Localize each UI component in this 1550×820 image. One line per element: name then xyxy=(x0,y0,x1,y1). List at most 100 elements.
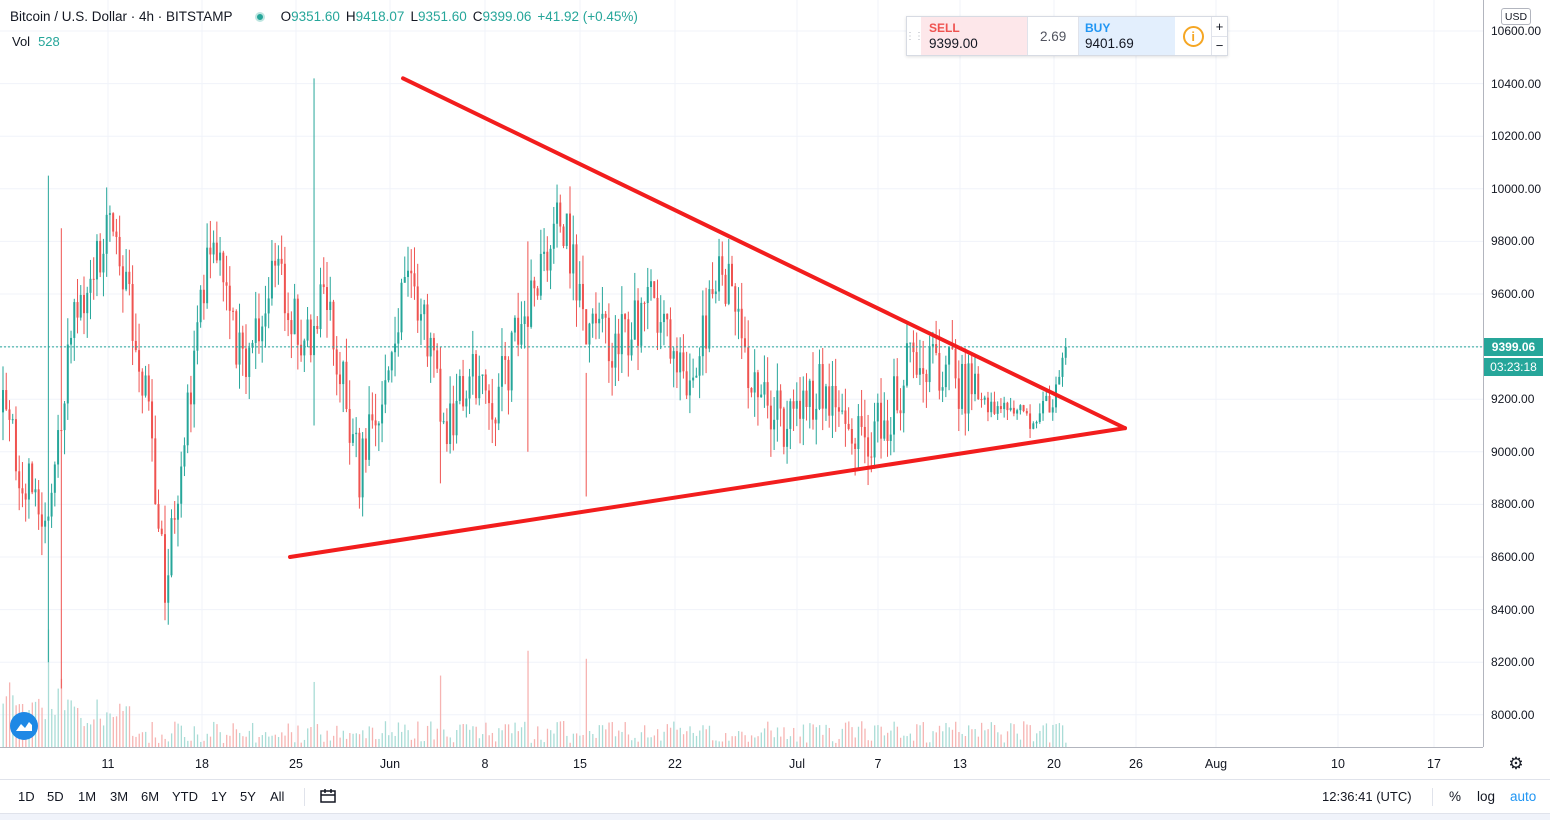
candle xyxy=(805,373,808,421)
candle xyxy=(1022,404,1025,413)
increase-quantity-button[interactable]: + xyxy=(1212,17,1227,37)
gear-icon[interactable]: ⚙ xyxy=(1508,754,1524,773)
auto-scale-toggle[interactable]: auto xyxy=(1510,789,1537,804)
candle xyxy=(183,437,186,477)
candle xyxy=(219,236,222,276)
volume-bar xyxy=(582,734,584,747)
volume-bar xyxy=(358,734,361,747)
horizontal-scrollbar[interactable] xyxy=(0,813,1550,820)
sell-label: SELL xyxy=(929,21,960,35)
volume-bar xyxy=(776,727,779,747)
volume-bar xyxy=(264,732,267,747)
symbol-title[interactable]: Bitcoin / U.S. Dollar · 4h · BITSTAMP xyxy=(10,9,233,24)
high-label: H xyxy=(345,9,356,24)
range-button-6m[interactable]: 6M xyxy=(141,789,160,804)
volume-bar xyxy=(964,736,967,747)
candle xyxy=(232,307,235,321)
volume-bar xyxy=(472,726,474,747)
volume-bar xyxy=(1061,725,1064,747)
candle xyxy=(287,292,290,337)
volume-bar xyxy=(948,727,950,747)
volume-bar xyxy=(332,735,335,747)
candle xyxy=(248,342,251,400)
range-button-5y[interactable]: 5Y xyxy=(240,789,256,804)
volume-bar xyxy=(861,721,863,747)
candle xyxy=(633,272,636,340)
volume-bar xyxy=(1010,723,1012,747)
candle xyxy=(108,205,111,242)
info-icon: i xyxy=(1182,25,1204,47)
candle xyxy=(792,389,795,431)
volume-bar xyxy=(673,721,675,747)
candle xyxy=(264,285,267,348)
sell-button[interactable]: SELL 9399.00 xyxy=(921,17,1029,55)
trading-panel: ⋮⋮ SELL 9399.00 2.69 BUY 9401.69 i + − xyxy=(905,16,1228,56)
range-button-ytd[interactable]: YTD xyxy=(172,789,198,804)
candle xyxy=(141,368,144,414)
triangle-lower-trendline[interactable] xyxy=(288,426,1127,559)
candle xyxy=(711,262,714,299)
volume-bar xyxy=(77,707,79,747)
volume-bar xyxy=(109,713,111,747)
volume-bar xyxy=(747,741,749,747)
volume-bar xyxy=(365,738,367,747)
volume-bar xyxy=(413,738,416,747)
candle xyxy=(581,255,584,331)
volume-bar xyxy=(2,703,4,747)
volume-bar xyxy=(796,741,798,747)
volume-legend[interactable]: Vol 528 xyxy=(12,34,60,49)
volume-bar xyxy=(1029,725,1031,747)
candle xyxy=(491,378,494,444)
volume-bar xyxy=(575,733,578,747)
range-button-all[interactable]: All xyxy=(270,789,285,804)
time-tick-label: 25 xyxy=(289,757,303,771)
volume-bar xyxy=(1065,742,1067,747)
range-button-3m[interactable]: 3M xyxy=(110,789,129,804)
range-button-1y[interactable]: 1Y xyxy=(211,789,227,804)
volume-bar xyxy=(216,724,218,747)
candle xyxy=(513,315,516,342)
candle xyxy=(695,367,698,378)
buy-button[interactable]: BUY 9401.69 xyxy=(1077,17,1176,55)
time-axis[interactable] xyxy=(0,747,1483,778)
volume-bar xyxy=(397,722,400,747)
volume-bar xyxy=(725,733,727,747)
candle xyxy=(614,315,617,387)
volume-bar xyxy=(546,728,549,747)
candle xyxy=(653,281,656,299)
volume-bar xyxy=(524,721,526,747)
toolbar-divider xyxy=(304,788,305,806)
candle xyxy=(306,306,309,348)
percent-scale-toggle[interactable]: % xyxy=(1449,789,1462,804)
range-button-5d[interactable]: 5D xyxy=(47,789,64,804)
tradingview-logo-icon[interactable] xyxy=(10,712,38,740)
drag-handle-icon[interactable]: ⋮⋮ xyxy=(905,30,924,42)
candle xyxy=(779,384,782,427)
volume-bar xyxy=(410,739,413,747)
candle xyxy=(351,418,354,447)
volume-bar xyxy=(70,700,72,747)
log-scale-toggle[interactable]: log xyxy=(1477,789,1496,804)
candle xyxy=(53,461,56,507)
utc-clock[interactable]: 12:36:41 (UTC) xyxy=(1322,789,1412,804)
volume-bar xyxy=(592,734,594,747)
candle xyxy=(637,288,640,371)
candle xyxy=(254,291,257,370)
currency-button[interactable]: USD xyxy=(1501,8,1531,25)
volume-bar xyxy=(8,682,11,747)
candle xyxy=(112,212,115,237)
triangle-upper-trendline[interactable] xyxy=(401,76,1127,431)
volume-bar xyxy=(750,735,753,747)
decrease-quantity-button[interactable]: − xyxy=(1215,38,1224,54)
candle xyxy=(170,509,173,578)
calendar-goto-icon[interactable] xyxy=(319,787,337,805)
price-chart[interactable] xyxy=(0,0,1483,747)
range-button-1m[interactable]: 1M xyxy=(78,789,97,804)
range-button-1d[interactable]: 1D xyxy=(18,789,35,804)
volume-bar xyxy=(345,738,348,747)
candle xyxy=(594,292,597,340)
info-button[interactable]: i xyxy=(1175,17,1211,55)
volume-bar xyxy=(371,727,374,747)
candle xyxy=(449,376,452,454)
price-axis[interactable] xyxy=(1483,0,1550,747)
